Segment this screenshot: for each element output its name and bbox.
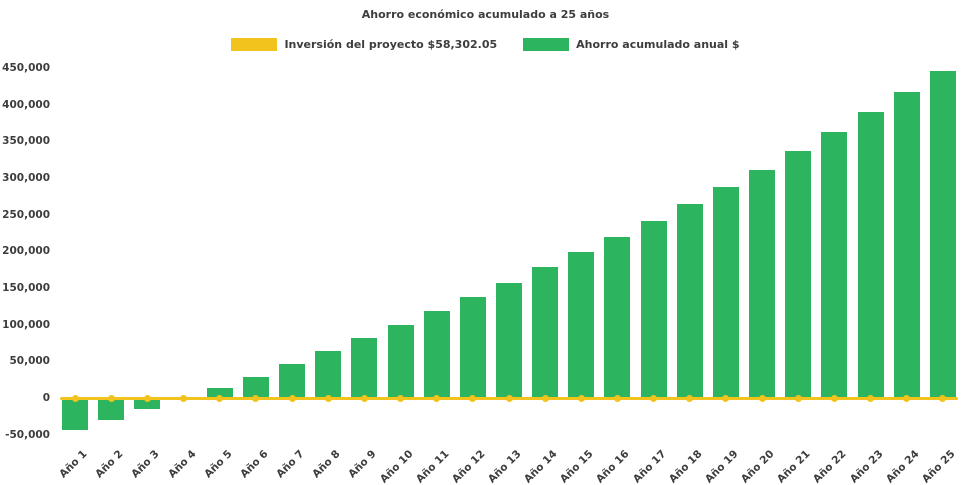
investment-line-marker (577, 394, 585, 402)
bar-año-15 (568, 252, 595, 398)
y-axis-tick-label: 200,000 (2, 245, 50, 258)
bar-año-3 (134, 398, 161, 409)
x-axis-tick-label: Año 1 (57, 448, 90, 481)
bar-año-5 (206, 388, 233, 398)
investment-line-marker (252, 394, 260, 402)
bar-año-18 (676, 204, 703, 398)
x-axis-tick-label: Año 19 (702, 448, 741, 485)
x-axis-tick-label: Año 13 (485, 448, 524, 485)
bar-año-24 (893, 91, 920, 398)
investment-line-marker (143, 394, 151, 402)
x-axis-tick-label: Año 23 (847, 448, 886, 485)
investment-line-marker (613, 394, 621, 402)
x-axis-tick-label: Año 25 (919, 448, 958, 485)
bar-año-16 (604, 236, 631, 398)
bar-año-23 (857, 112, 884, 398)
investment-line-marker (324, 394, 332, 402)
investment-line-marker (216, 394, 224, 402)
y-axis-tick-label: -50,000 (5, 428, 50, 441)
bar-año-7 (279, 364, 306, 398)
y-axis-tick-label: 350,000 (2, 135, 50, 148)
x-axis-tick-label: Año 3 (129, 448, 162, 481)
bar-año-25 (929, 70, 956, 398)
x-axis-tick-label: Año 9 (346, 448, 379, 481)
x-axis-tick-label: Año 16 (594, 448, 632, 485)
x-axis-tick-label: Año 21 (775, 448, 813, 485)
investment-line-marker (939, 394, 947, 402)
x-axis-tick-label: Año 6 (237, 448, 271, 481)
investment-line-marker (397, 394, 405, 402)
bar-año-10 (387, 324, 414, 398)
x-axis-tick-label: Año 22 (811, 448, 849, 485)
bar-año-6 (242, 376, 269, 398)
x-axis-tick-label: Año 12 (449, 448, 488, 485)
investment-line-marker (686, 394, 694, 402)
y-axis-tick-label: 0 (42, 392, 50, 404)
legend-item-investment: Inversión del proyecto $58,302.05 (231, 38, 497, 51)
y-axis-tick-label: 450,000 (2, 62, 50, 74)
bar-año-1 (62, 398, 89, 431)
bar-año-12 (459, 296, 486, 398)
bar-año-21 (785, 150, 812, 398)
savings-legend-swatch (523, 38, 570, 51)
bar-año-11 (423, 311, 450, 398)
x-axis-tick-label: Año 10 (377, 448, 416, 485)
investment-line-marker (903, 394, 911, 402)
bar-año-9 (351, 337, 378, 398)
x-axis-tick-label: Año 24 (883, 448, 922, 485)
chart-legend: Inversión del proyecto $58,302.05 Ahorro… (0, 38, 971, 51)
y-axis-tick-label: 50,000 (9, 355, 50, 368)
x-axis-tick-label: Año 8 (310, 448, 343, 481)
investment-line-marker (830, 394, 838, 402)
investment-line-marker (71, 394, 79, 402)
investment-line-marker (541, 394, 549, 402)
investment-line-marker (505, 394, 513, 402)
investment-line-marker (722, 394, 730, 402)
y-axis-tick-label: 100,000 (2, 318, 50, 331)
investment-line-marker (794, 394, 802, 402)
y-axis-tick-label: 150,000 (2, 282, 50, 294)
x-axis-tick-label: Año 7 (274, 448, 307, 481)
investment-line-marker (433, 394, 441, 402)
y-axis-tick-label: 400,000 (2, 98, 50, 111)
y-axis-tick-label: 300,000 (2, 172, 50, 184)
x-axis-tick-label: Año 14 (522, 448, 560, 485)
investment-legend-label: Inversión del proyecto $58,302.05 (284, 38, 498, 51)
legend-item-savings: Ahorro acumulado anual $ (523, 38, 740, 51)
x-axis-tick-label: Año 18 (666, 448, 705, 485)
investment-line-marker (469, 394, 477, 402)
x-axis-tick-label: Año 2 (93, 448, 126, 481)
x-axis-tick-label: Año 15 (558, 448, 596, 485)
investment-line-marker (180, 394, 188, 402)
investment-line-marker (758, 394, 766, 402)
bar-año-20 (749, 169, 776, 398)
chart-title: Ahorro económico acumulado a 25 años (361, 8, 610, 21)
y-axis-tick-label: 250,000 (2, 208, 50, 221)
x-axis-tick-label: Año 5 (201, 448, 235, 481)
x-axis-tick-label: Año 11 (413, 448, 452, 485)
bar-año-13 (496, 282, 522, 398)
bar-año-22 (821, 132, 848, 398)
bar-año-19 (712, 187, 739, 398)
investment-line-marker (288, 394, 296, 402)
bar-año-2 (98, 398, 125, 420)
bar-año-17 (640, 220, 667, 398)
bar-año-14 (532, 267, 559, 398)
investment-line-marker (650, 394, 658, 402)
x-axis-tick-label: Año 4 (165, 448, 199, 481)
investment-legend-swatch (231, 38, 278, 51)
investment-line-marker (107, 394, 115, 402)
x-axis-tick-label: Año 20 (739, 448, 777, 485)
investment-line-marker (867, 394, 875, 402)
savings-legend-label: Ahorro acumulado anual $ (576, 38, 740, 51)
investment-line-marker (360, 394, 368, 402)
bar-año-8 (315, 351, 342, 398)
x-axis-tick-label: Año 17 (630, 448, 669, 485)
